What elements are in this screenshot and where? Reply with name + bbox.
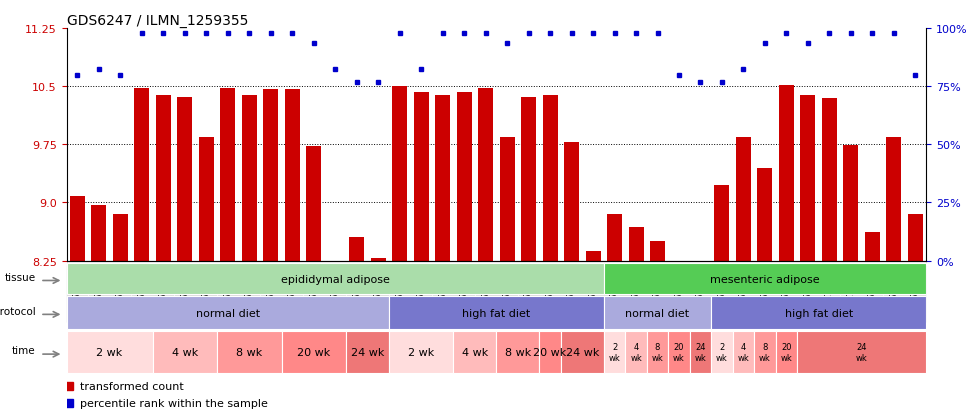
Bar [70, 197, 85, 261]
Bar [668, 331, 690, 373]
Bar [177, 98, 192, 261]
Text: high fat diet: high fat diet [785, 308, 853, 318]
Bar [543, 96, 558, 261]
Text: 20
wk: 20 wk [673, 342, 685, 362]
Bar [628, 228, 644, 261]
Bar [264, 90, 278, 261]
Bar [776, 331, 797, 373]
Bar [561, 331, 604, 373]
Text: 8 wk: 8 wk [505, 347, 531, 357]
Text: 2
wk: 2 wk [716, 342, 728, 362]
Text: 8 wk: 8 wk [236, 347, 263, 357]
Text: time: time [12, 345, 35, 355]
Text: 20
wk: 20 wk [780, 342, 792, 362]
Bar [755, 331, 776, 373]
Text: 24 wk: 24 wk [351, 347, 384, 357]
Bar [349, 238, 365, 261]
Bar [389, 331, 454, 373]
Text: 4
wk: 4 wk [630, 342, 642, 362]
Bar [647, 331, 668, 373]
Bar [389, 296, 604, 330]
Text: 24
wk: 24 wk [695, 342, 707, 362]
Text: 2 wk: 2 wk [408, 347, 434, 357]
Bar [134, 89, 149, 261]
Bar [736, 138, 751, 261]
Bar [153, 331, 217, 373]
Bar [907, 215, 923, 261]
Bar [886, 138, 902, 261]
Bar [392, 87, 408, 261]
Bar [497, 331, 539, 373]
Bar [306, 147, 321, 261]
Bar [500, 138, 514, 261]
Bar [650, 242, 665, 261]
Text: high fat diet: high fat diet [463, 308, 530, 318]
Bar [714, 186, 729, 261]
Text: 20 wk: 20 wk [533, 347, 566, 357]
Bar [822, 99, 837, 261]
Bar [711, 296, 926, 330]
Bar [346, 331, 389, 373]
Text: normal diet: normal diet [196, 308, 260, 318]
Text: 20 wk: 20 wk [297, 347, 330, 357]
Bar [585, 251, 601, 261]
Bar [797, 331, 926, 373]
Text: mesenteric adipose: mesenteric adipose [710, 274, 819, 284]
Bar [67, 296, 389, 330]
Text: 2 wk: 2 wk [96, 347, 122, 357]
Bar [779, 85, 794, 261]
Text: 4
wk: 4 wk [738, 342, 750, 362]
Bar [625, 331, 647, 373]
Text: 8
wk: 8 wk [652, 342, 663, 362]
Bar [801, 96, 815, 261]
Text: 4 wk: 4 wk [172, 347, 198, 357]
Bar [604, 331, 625, 373]
Text: 2
wk: 2 wk [609, 342, 620, 362]
Text: transformed count: transformed count [80, 381, 183, 391]
Bar [711, 331, 733, 373]
Text: 4 wk: 4 wk [462, 347, 488, 357]
Bar [113, 215, 127, 261]
Bar [414, 93, 428, 261]
Text: percentile rank within the sample: percentile rank within the sample [80, 398, 268, 408]
Text: GDS6247 / ILMN_1259355: GDS6247 / ILMN_1259355 [67, 14, 248, 28]
Bar [758, 169, 772, 261]
Bar [844, 146, 858, 261]
Text: normal diet: normal diet [625, 308, 690, 318]
Bar [690, 331, 711, 373]
Bar [435, 95, 450, 261]
Bar [220, 89, 235, 261]
Text: protocol: protocol [0, 306, 35, 316]
Bar [199, 138, 214, 261]
Text: 24 wk: 24 wk [565, 347, 599, 357]
Bar [67, 331, 153, 373]
Bar [285, 90, 300, 261]
Text: epididymal adipose: epididymal adipose [281, 274, 390, 284]
Bar [604, 264, 926, 294]
Bar [242, 96, 257, 261]
Bar [454, 331, 497, 373]
Bar [564, 142, 579, 261]
Bar [370, 259, 386, 261]
Bar [604, 296, 711, 330]
Bar [539, 331, 561, 373]
Bar [156, 96, 171, 261]
Text: 24
wk: 24 wk [856, 342, 867, 362]
Bar [457, 93, 471, 261]
Bar [521, 98, 536, 261]
Text: 8
wk: 8 wk [760, 342, 771, 362]
Bar [478, 89, 493, 261]
Bar [67, 264, 604, 294]
Bar [865, 233, 880, 261]
Bar [733, 331, 755, 373]
Bar [91, 205, 107, 261]
Bar [607, 215, 622, 261]
Text: tissue: tissue [5, 273, 35, 282]
Bar [217, 331, 281, 373]
Bar [281, 331, 346, 373]
